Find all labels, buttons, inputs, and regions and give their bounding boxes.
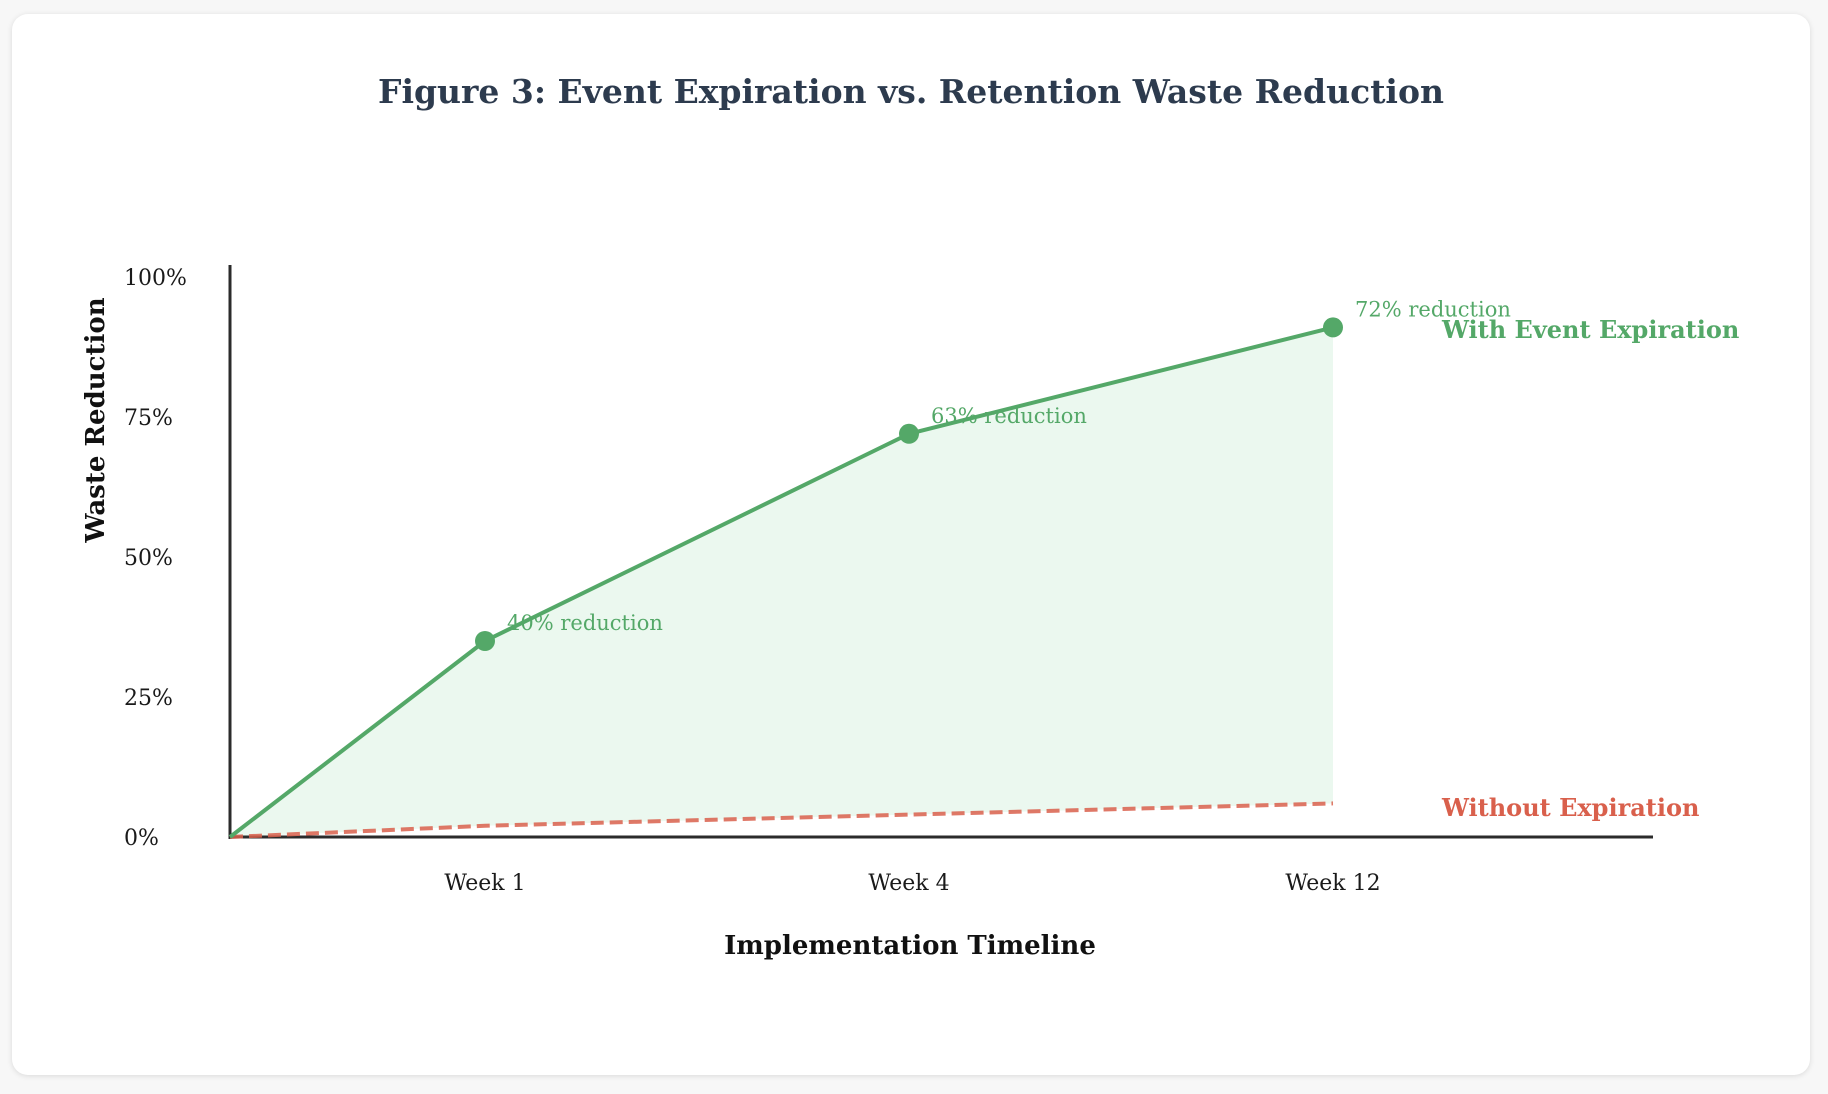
x-tick-label: Week 1 [444,871,525,896]
line-with-expiration [228,325,1334,839]
x-tick-label: Week 12 [1285,871,1380,896]
line-without-expiration [229,801,1334,839]
y-tick-label: 25% [124,686,173,711]
x-axis-title: Implementation Timeline [724,931,1096,961]
point-annotation: 40% reduction [507,611,663,635]
point-annotation: 63% reduction [931,404,1087,428]
legend-with-expiration: With Event Expiration [1441,315,1739,344]
y-tick-label: 0% [124,826,159,851]
point-annotations: 40% reduction 63% reduction 72% reduction [507,297,1511,635]
data-point-with-expiration [1323,317,1343,338]
y-tick-label: 100% [124,266,187,291]
area-with-expiration [230,327,1333,837]
data-point-with-expiration [899,423,919,444]
y-tick-labels: 0% 25% 50% 75% 100% [124,266,187,851]
data-points [475,317,1343,651]
data-point-with-expiration [475,631,495,651]
y-tick-label: 75% [124,406,173,431]
chart-title: Figure 3: Event Expiration vs. Retention… [378,72,1444,111]
y-tick-label: 50% [124,546,173,571]
x-tick-label: Week 4 [868,871,949,896]
x-tick-labels: Week 1 Week 4 Week 12 [444,871,1380,896]
point-annotation: 72% reduction [1355,297,1511,321]
y-axis-title: Waste Reduction [81,297,111,543]
legend-without-expiration: Without Expiration [1441,793,1699,822]
